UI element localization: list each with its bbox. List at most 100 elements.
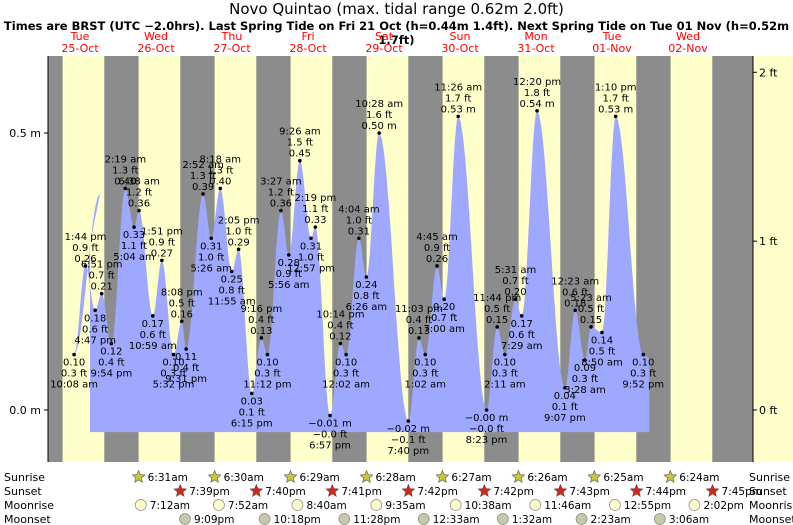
tide-height-m-label: 0.39 (192, 182, 214, 193)
sun-star-icon (207, 469, 222, 483)
sun-star-icon (553, 483, 568, 497)
moon-icon (338, 513, 351, 525)
moonrise-time: 9:35am (385, 500, 425, 512)
day-header-date: 27-Oct (213, 42, 251, 55)
moonset-time: 12:33am (433, 514, 480, 525)
tide-height-m-label: 0.09 (574, 363, 596, 374)
tide-time-label: 7:40 pm (387, 446, 429, 457)
sunrise-row-label-left: Sunrise (4, 471, 45, 484)
tide-height-ft-label: −0.0 ft (469, 424, 504, 435)
tide-height-ft-label: 1.3 ft (190, 171, 216, 182)
tide-time-label: 11:12 pm (243, 380, 291, 391)
day-header-name: Sat (375, 30, 394, 43)
tide-height-m-label: 0.25 (221, 275, 243, 286)
tide-height-ft-label: 0.9 ft (276, 269, 302, 280)
tide-height-ft-label: 1.8 ft (524, 88, 550, 99)
tide-height-m-label: 0.14 (591, 335, 613, 346)
tide-point (495, 325, 499, 329)
tide-time-label: 11:55 am (208, 297, 256, 308)
tide-time-label: 9:26 am (279, 127, 321, 138)
sun-star-icon (705, 483, 720, 497)
tide-height-ft-label: 0.5 ft (589, 346, 615, 357)
tide-height-m-label: 0.16 (171, 309, 193, 320)
tide-height-ft-label: 1.0 ft (225, 226, 251, 237)
tide-time-label: 10:14 pm (316, 310, 364, 321)
tide-height-ft-label: 0.3 ft (412, 369, 438, 380)
tide-time-label: 9:16 pm (240, 304, 282, 315)
left-axis-tick-label: 0.0 m (9, 404, 41, 417)
tide-height-ft-label: 0.4 ft (173, 363, 199, 374)
moon-icon (609, 499, 621, 511)
tide-height-m-label: −0.00 m (465, 413, 509, 424)
day-header-date: 02-Nov (668, 42, 708, 55)
tide-time-label: 1:51 pm (141, 226, 183, 237)
day-header-name: Mon (524, 30, 547, 43)
sunset-time: 7:42pm (493, 486, 533, 498)
tide-height-m-label: 0.18 (564, 298, 586, 309)
tide-point (137, 208, 141, 213)
tide-height-m-label: 0.53 m (441, 104, 476, 115)
tide-point (513, 297, 518, 302)
sun-star-icon (249, 483, 264, 497)
tide-point (600, 330, 604, 335)
tide-height-ft-label: 0.7 ft (89, 271, 115, 282)
tide-height-ft-label: 0.8 ft (353, 291, 379, 302)
tide-height-ft-label: 1.7 ft (603, 93, 629, 104)
tide-height-ft-label: 0.6 ft (140, 330, 166, 341)
moonset-row-label-left: Moonset (4, 513, 51, 525)
tide-time-label: 12:02 am (322, 380, 370, 391)
tide-time-label: 6:57 pm (309, 441, 351, 452)
left-axis-tick-label: 0.5 m (9, 127, 41, 140)
tide-point (328, 413, 332, 418)
tide-point (160, 258, 164, 263)
tide-height-m-label: 0.11 (175, 352, 197, 363)
sunset-time: 7:39pm (189, 486, 229, 498)
tide-time-label: 12:20 pm (513, 77, 561, 88)
tide-height-ft-label: 1.0 ft (346, 215, 372, 226)
moonrise-row-label-left: Moonrise (4, 499, 54, 512)
tide-point (93, 308, 97, 313)
tide-height-ft-label: 1.6 ft (366, 110, 392, 121)
tide-time-label: 4:04 am (338, 204, 380, 215)
tide-point (563, 386, 567, 390)
tide-point (589, 325, 593, 329)
tide-point (583, 358, 587, 362)
right-margin-band (753, 56, 793, 462)
tide-height-m-label: 0.26 (426, 254, 448, 265)
moon-icon (417, 513, 430, 525)
tide-point (83, 264, 88, 268)
tide-time-label: 3:28 am (564, 385, 606, 396)
tide-point (573, 308, 578, 313)
sun-star-icon (283, 469, 298, 483)
moonrise-time: 10:38am (465, 500, 512, 512)
tide-height-ft-label: 0.6 ft (509, 330, 535, 341)
chart-title: Novo Quintao (max. tidal range 0.62m 2.0… (229, 0, 564, 18)
sunset-time: 7:40pm (265, 486, 305, 498)
tide-height-m-label: 0.10 (632, 358, 654, 369)
tide-height-m-label: 0.33 (123, 230, 145, 241)
tide-height-m-label: 0.21 (91, 282, 113, 293)
moon-icon (688, 499, 701, 511)
tide-time-label: 2:11 am (484, 380, 526, 391)
tide-point (265, 352, 270, 357)
day-header-date: 30-Oct (441, 42, 479, 55)
tide-point (298, 158, 302, 163)
tide-time-label: 9:54 pm (90, 369, 132, 380)
day-header-date: 25-Oct (61, 42, 99, 55)
right-axis-tick-label: 2 ft (759, 66, 778, 79)
tide-point (423, 352, 428, 357)
tide-time-label: 5:23 am (570, 293, 612, 304)
tide-height-m-label: 0.10 (162, 358, 184, 369)
tide-point (309, 236, 313, 241)
tide-time-label: 4:45 am (416, 232, 458, 243)
tide-height-m-label: 0.33 (304, 215, 326, 226)
sun-star-icon (325, 483, 340, 497)
moonrise-row-label-right: Moonrise (749, 499, 793, 512)
tide-point (503, 352, 507, 357)
tide-height-m-label: 0.53 m (598, 104, 633, 115)
moon-icon (449, 499, 462, 511)
tide-point (109, 341, 114, 346)
tide-height-ft-label: 0.9 ft (149, 237, 175, 248)
tide-point (613, 114, 618, 119)
tide-height-m-label: 0.15 (486, 315, 508, 326)
